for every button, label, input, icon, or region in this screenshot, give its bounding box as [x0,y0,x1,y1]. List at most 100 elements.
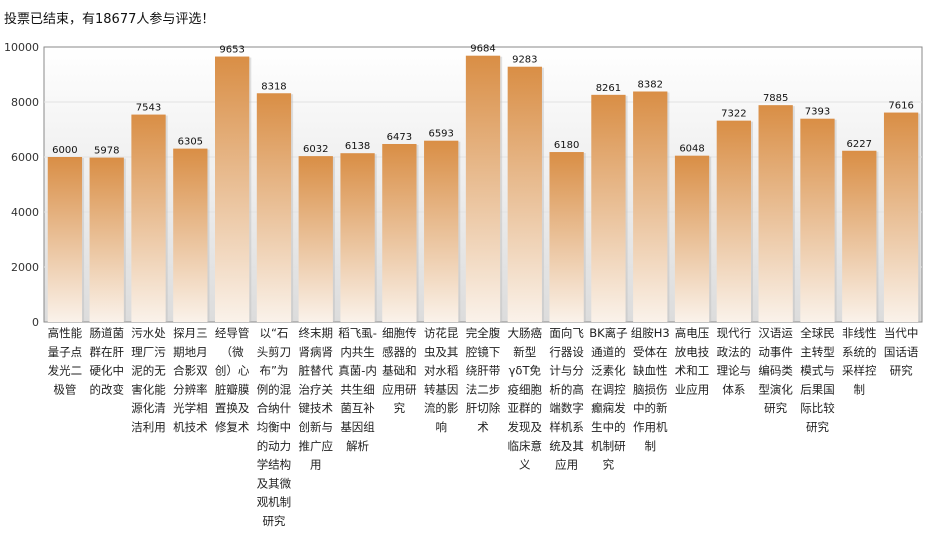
data-label: 8261 [596,83,621,94]
x-category-label: 计与分 [549,364,584,378]
x-category-label: 合纳什 [257,401,292,415]
bar [633,91,668,323]
x-category-label: 高电压 [675,326,710,340]
y-tick-label: 8000 [11,96,39,109]
x-category-label: 究 [603,458,615,472]
x-category-label: 发现及 [508,420,543,434]
x-category-label: 缺血性 [633,364,668,378]
x-category-label: 术和工 [675,364,710,378]
x-category-label: 研究 [262,514,285,528]
x-category-label: 国话语 [884,345,919,359]
bar [173,148,208,322]
x-category-label: 洁利用 [131,420,166,434]
x-category-label: 合影双 [173,364,208,378]
bar [47,157,83,322]
x-category-label: 基因组 [340,420,375,434]
x-category-label: 新型 [513,345,536,359]
x-category-label: 感器的 [382,345,417,359]
x-category-label: 样机系 [549,420,584,434]
x-category-label: 终末期 [299,326,334,340]
x-category-label: 经导管 [215,326,250,340]
x-category-label: 业应用 [675,382,710,396]
x-category-label: 流的影 [424,401,459,415]
x-category-label: 临床意 [508,439,543,453]
y-tick-label: 10000 [4,41,39,54]
x-category-label: 治疗关 [299,382,334,396]
x-category-label: 光学相 [173,401,208,415]
x-category-label: 肾病肾 [299,345,334,359]
x-category-label: 析的高 [549,382,584,396]
y-tick-label: 6000 [11,151,39,164]
x-category-label: 基础和 [382,364,417,378]
x-category-label: 大肠癌 [508,326,543,340]
x-category-label: 法二步 [466,382,501,396]
x-category-label: 后果国 [800,382,835,396]
data-label: 6000 [52,145,77,156]
x-category-label: 端数字 [549,401,584,415]
x-category-label: 响 [435,420,447,434]
bar [89,157,124,322]
bar [716,120,751,323]
x-category-label: 究 [394,401,406,415]
x-category-label: 布”为 [259,364,288,378]
bar [883,112,919,322]
x-category-label: 泛素化 [591,364,626,378]
x-category-label: 脑损伤 [633,382,668,396]
data-label: 9684 [470,44,495,55]
x-category-label: 访花昆 [424,326,459,340]
x-category-label: 高性能 [48,326,83,340]
x-category-label: 应用 [555,458,578,472]
x-category-label: 泥的无 [131,364,166,378]
data-label: 7393 [805,107,830,118]
x-category-label: 例的混 [257,382,292,396]
x-category-label: 全球民 [800,326,835,340]
x-category-label: 内共生 [340,345,375,359]
x-category-label: 应用研 [382,382,417,396]
x-category-label: 肠道菌 [89,326,124,340]
x-category-label: 制 [644,439,656,453]
x-category-label: 虫及其 [424,345,459,359]
x-category-label: 量子点 [48,345,83,359]
data-label: 7885 [763,93,788,104]
data-label: 6138 [345,141,370,152]
x-category-label: 均衡中 [257,420,292,434]
x-category-label: 对水稻 [424,364,459,378]
x-category-label: 置换及 [215,401,250,415]
x-category-label: （微 [221,345,244,359]
x-category-label: 绕肝带 [466,364,501,378]
x-category-label: 键技术 [299,401,334,415]
bar [298,156,333,322]
x-category-label: 制 [854,382,866,396]
x-category-label: 头剪刀 [257,345,292,359]
x-category-label: 用 [310,458,322,472]
x-category-label: 面向飞 [549,326,584,340]
x-category-label: 在调控 [591,382,626,396]
bar [256,93,292,322]
bar [382,143,417,322]
data-label: 8382 [638,79,663,90]
x-category-label: 脏替代 [299,364,334,378]
x-category-label: 期地月 [173,345,208,359]
x-category-label: 细胞传 [382,326,417,340]
x-category-label: 学结构 [257,458,292,472]
x-category-label: 疫细胞 [508,382,543,396]
bar [591,94,626,322]
x-category-label: 中的新 [633,401,668,415]
x-category-label: γδT免 [509,364,541,378]
x-category-label: 现代行 [717,326,752,340]
x-category-label: 害化能 [131,382,166,396]
x-category-label: 发光二 [48,364,83,378]
x-category-label: 际比较 [800,401,835,415]
x-category-label: 创新与 [299,420,334,434]
x-category-label: 受体在 [633,345,668,359]
x-category-label: 模式与 [800,364,835,378]
data-label: 6593 [428,129,453,140]
bar [424,140,459,322]
x-category-label: 动事件 [758,345,793,359]
bar [507,66,542,322]
x-category-label: 汉语运 [758,326,793,340]
x-category-label: 脏瓣膜 [215,382,250,396]
x-category-label: 研究 [890,364,913,378]
x-category-label: 当代中 [884,326,919,340]
